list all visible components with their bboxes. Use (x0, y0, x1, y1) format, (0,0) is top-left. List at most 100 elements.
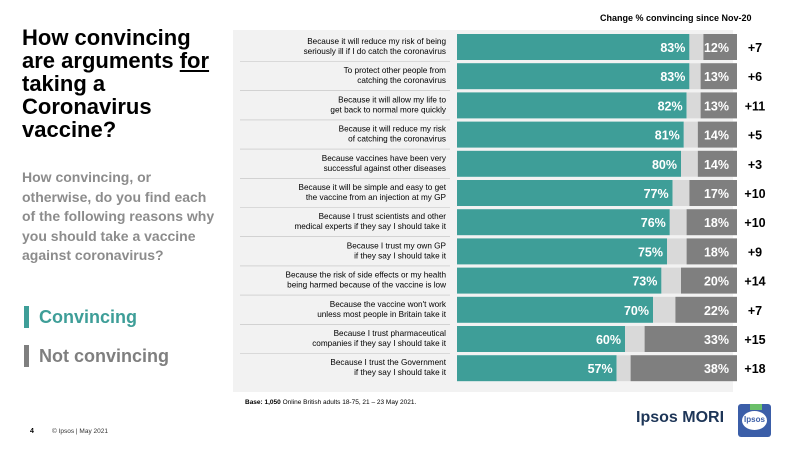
title-part-1: How convincing are arguments (22, 25, 191, 73)
category-label: Because it will allow my life to (338, 95, 446, 104)
data-label-not-convincing: 13% (704, 99, 729, 113)
bar-convincing (457, 180, 673, 206)
legend-not-convincing: Not convincing (24, 345, 169, 367)
change-value: +11 (745, 99, 766, 113)
data-label-convincing: 82% (658, 99, 683, 113)
data-label-convincing: 73% (632, 275, 657, 289)
bar-convincing (457, 326, 625, 352)
category-label: Because the vaccine won't work (330, 300, 447, 309)
category-label: the vaccine from an injection at my GP (306, 193, 447, 202)
title-underlined-word: for (179, 48, 210, 73)
data-label-not-convincing: 20% (704, 275, 729, 289)
page-title: How convincing are arguments for taking … (22, 26, 222, 141)
bar-neutral (669, 209, 687, 236)
bar-convincing (457, 150, 681, 177)
bar-not-convincing (686, 209, 737, 236)
data-label-not-convincing: 38% (704, 362, 729, 376)
category-label: unless most people in Britain take it (317, 310, 447, 319)
data-label-convincing: 60% (596, 333, 621, 347)
category-label: companies if they say I should take it (312, 339, 447, 348)
bar-convincing (457, 238, 667, 265)
change-value: +5 (748, 129, 762, 143)
data-label-convincing: 57% (588, 362, 613, 376)
bar-convincing (457, 92, 687, 119)
bar-neutral (667, 238, 687, 265)
data-label-not-convincing: 12% (704, 41, 729, 55)
bar-not-convincing (689, 180, 737, 206)
change-value: +6 (748, 70, 762, 84)
data-label-not-convincing: 18% (704, 245, 729, 259)
bar-neutral (661, 267, 681, 294)
bar-convincing (457, 34, 690, 60)
data-label-convincing: 83% (660, 70, 685, 84)
data-label-convincing: 80% (652, 158, 677, 172)
category-label: of catching the coronavirus (348, 135, 446, 144)
bar-not-convincing (686, 238, 737, 265)
change-value: +10 (744, 216, 765, 230)
category-label: Because I trust the Government (330, 358, 446, 367)
data-label-convincing: 75% (638, 245, 663, 259)
bar-neutral (681, 150, 698, 177)
change-value: +3 (748, 158, 762, 172)
bar-not-convincing (697, 121, 737, 148)
bar-not-convincing (681, 267, 737, 294)
title-part-2: taking a Coronavirus vaccine? (22, 71, 152, 142)
bar-convincing (457, 296, 653, 323)
category-label: Because I trust pharmaceutical (334, 329, 447, 338)
category-label: Because it will be simple and easy to ge… (299, 183, 447, 192)
change-value: +18 (744, 362, 765, 376)
category-label: medical experts if they say I should tak… (294, 222, 446, 231)
question-text: How convincing, or otherwise, do you fin… (22, 169, 215, 263)
data-label-convincing: 77% (644, 187, 669, 201)
category-label: Because vaccines have been very (322, 154, 447, 163)
category-label: catching the coronavirus (357, 76, 446, 85)
category-label: Because the risk of side effects or my h… (286, 271, 447, 280)
bar-not-convincing (700, 92, 737, 119)
bar-convincing (457, 209, 670, 236)
page-number: 4 (30, 428, 34, 435)
change-value: +7 (748, 41, 762, 55)
data-label-not-convincing: 14% (704, 129, 729, 143)
change-value: +7 (748, 304, 762, 318)
change-value: +15 (744, 333, 765, 347)
data-label-not-convincing: 18% (704, 216, 729, 230)
change-value: +14 (744, 275, 765, 289)
legend-convincing: Convincing (24, 306, 137, 328)
category-label: Because it will reduce my risk (339, 125, 447, 134)
change-column-header: Change % convincing since Nov-20 (600, 13, 752, 23)
bar-convincing (457, 355, 617, 382)
copyright-text: © Ipsos | May 2021 (52, 428, 108, 435)
logo-accent (750, 404, 762, 410)
bar-neutral (683, 121, 698, 148)
brand-name: Ipsos MORI (636, 409, 725, 426)
bar-not-convincing (700, 63, 737, 90)
bar-not-convincing (675, 296, 737, 323)
bar-convincing (457, 63, 690, 90)
bar-not-convincing (644, 326, 737, 352)
category-label: being harmed because of the vaccine is l… (287, 281, 446, 290)
bar-convincing (457, 121, 684, 148)
bar-not-convincing (630, 355, 737, 382)
data-label-not-convincing: 17% (704, 187, 729, 201)
category-label: get back to normal more quickly (330, 105, 446, 114)
bar-neutral (653, 296, 676, 323)
category-label: seriously ill if I do catch the coronavi… (304, 47, 446, 56)
bar-neutral (672, 180, 690, 206)
category-label: To protect other people from (344, 66, 447, 75)
bar-neutral (686, 92, 701, 119)
data-label-not-convincing: 33% (704, 333, 729, 347)
bar-convincing (457, 267, 662, 294)
bar-neutral (625, 326, 645, 352)
category-label: successful against other diseases (324, 164, 446, 173)
bar-neutral (689, 34, 704, 60)
ipsos-logo-icon: Ipsos (738, 404, 771, 437)
category-label: if they say I should take it (354, 368, 447, 377)
bar-neutral (616, 355, 631, 382)
change-value: +9 (748, 245, 762, 259)
category-label: if they say I should take it (354, 251, 447, 260)
base-note-label: Base: 1,050 (245, 399, 281, 406)
bar-not-convincing (697, 150, 737, 177)
bar-neutral (689, 63, 701, 90)
logo-ellipse (742, 411, 767, 430)
